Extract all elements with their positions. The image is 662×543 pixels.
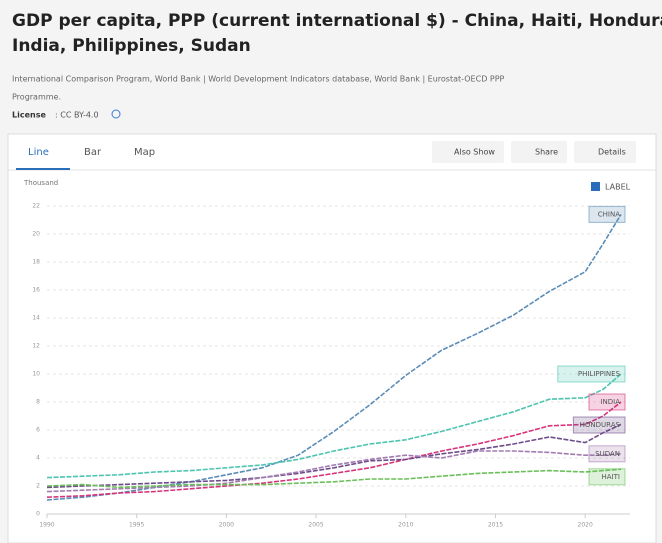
y-tick-label: 6 [36, 427, 40, 434]
checkbox-label[interactable]: LABEL [605, 183, 631, 192]
series-line [46, 450, 622, 493]
series-label: PHILIPPINES [578, 370, 621, 378]
series-label-box [588, 445, 626, 463]
series-label: INDIA [600, 398, 620, 406]
button[interactable] [574, 141, 636, 163]
y-tick-label: 4 [36, 455, 40, 462]
x-tick-label: 1990 [39, 522, 54, 529]
y-axis-label: Thousand [23, 179, 58, 187]
y-tick-label: 14 [32, 315, 40, 322]
button-label[interactable]: Also Show [454, 148, 495, 157]
y-tick-label: 12 [32, 343, 40, 350]
button[interactable] [511, 141, 567, 163]
series-label-box [588, 468, 626, 486]
button[interactable] [432, 141, 504, 163]
y-tick-label: 16 [32, 287, 40, 294]
y-tick-label: 18 [32, 259, 40, 266]
checkbox[interactable] [591, 182, 600, 191]
series-line [46, 423, 622, 489]
x-tick-label: 2015 [488, 522, 503, 529]
license-label: License [12, 111, 46, 120]
info-icon[interactable] [111, 109, 121, 119]
tab[interactable]: Map [134, 147, 155, 158]
series-label-box [557, 365, 626, 383]
tab[interactable]: Bar [84, 147, 102, 158]
series-label-box [572, 416, 626, 434]
x-tick-label: 1995 [129, 522, 144, 529]
title: India, Philippines, Sudan [12, 36, 251, 56]
title: GDP per capita, PPP (current internation… [12, 11, 662, 31]
y-tick-label: 10 [32, 371, 40, 378]
chart-panel [7, 133, 657, 543]
y-tick-label: 2 [36, 483, 40, 490]
series-label-box [588, 205, 626, 223]
plot: 0 2 4 6 8 10 12 14 16 18 20 22 1990 1995 2000 2005 2010 2… [32, 203, 630, 529]
source: International Comparison Program, World … [12, 75, 505, 84]
series-line [46, 401, 622, 498]
license: : CC BY-4.0 [55, 111, 99, 120]
y-tick-label: 0 [36, 511, 40, 518]
series-label: SUDAN [595, 450, 620, 458]
series-label-box [588, 393, 626, 411]
series-line [46, 373, 622, 479]
button-label[interactable]: Share [535, 148, 558, 157]
x-tick-label: 2020 [578, 522, 593, 529]
tab[interactable]: Line [28, 147, 49, 158]
button-label[interactable]: Details [598, 148, 626, 157]
source: Programme. [12, 93, 61, 102]
y-tick-label: 8 [36, 399, 40, 406]
y-tick-label: 20 [32, 231, 40, 238]
series-label: CHINA [598, 210, 620, 218]
series-label: HONDURAS [580, 421, 621, 429]
series-label: HAITI [602, 473, 620, 481]
y-tick-label: 22 [32, 203, 40, 210]
series-line [46, 468, 622, 489]
x-tick-label: 2005 [308, 522, 323, 529]
x-tick-label: 2010 [398, 522, 413, 529]
x-tick-label: 2000 [219, 522, 234, 529]
